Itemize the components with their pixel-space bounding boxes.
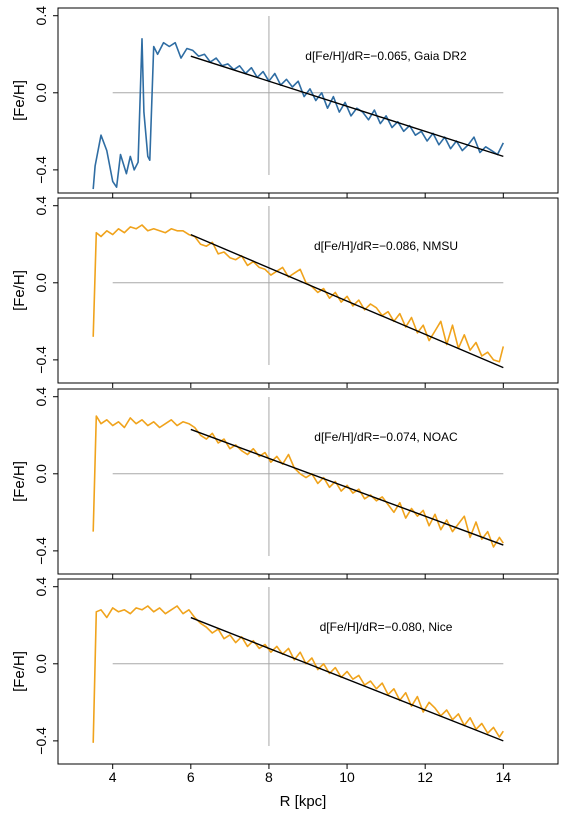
panels: −0.4 0.0 0.4 [Fe/H] d[Fe/H]/dR=−0.065, Gaia …: [11, 6, 559, 769]
gradient-annotation: d[Fe/H]/dR=−0.074, NOAC: [314, 430, 458, 444]
gradient-fit-line: [190, 428, 504, 546]
panel-4: −0.4 0.0 0.4 [Fe/H] d[Fe/H]/dR=−0.080, Nice: [11, 577, 559, 769]
y-tick-label: 0.4: [33, 387, 49, 407]
panel-frame: [57, 578, 559, 765]
panel-frame: [57, 7, 559, 194]
gradient-annotation: d[Fe/H]/dR=−0.065, Gaia DR2: [305, 49, 467, 63]
x-axis-label: R [kpc]: [280, 793, 327, 810]
gradient-annotation: d[Fe/H]/dR=−0.086, NMSU: [314, 239, 458, 253]
panel-2: −0.4 0.0 0.4 [Fe/H] d[Fe/H]/dR=−0.086, NMSU: [11, 196, 559, 388]
y-tick-label: 0.4: [33, 6, 49, 26]
y-tick-label: 0.0: [33, 273, 49, 293]
y-axis-label: [Fe/H]: [11, 651, 28, 692]
panel-frame: [57, 388, 559, 575]
x-axis: 4 6 8 10 12 14: [109, 769, 512, 785]
x-tick-label: 10: [339, 769, 355, 785]
y-axis-label: [Fe/H]: [11, 461, 28, 502]
y-tick-label: −0.4: [33, 727, 49, 755]
y-tick-label: 0.0: [33, 464, 49, 484]
gradient-annotation: d[Fe/H]/dR=−0.080, Nice: [320, 620, 453, 634]
metallicity-series-line: [92, 605, 504, 743]
y-tick-label: 0.4: [33, 196, 49, 216]
panel-frame: [57, 197, 559, 384]
metallicity-series-line: [92, 415, 504, 548]
x-tick-label: 4: [109, 769, 117, 785]
y-tick-label: −0.4: [33, 537, 49, 565]
panel-1: −0.4 0.0 0.4 [Fe/H] d[Fe/H]/dR=−0.065, Gaia …: [11, 6, 559, 198]
gradient-fit-line: [190, 233, 504, 369]
y-axis-label: [Fe/H]: [11, 270, 28, 311]
x-tick-label: 12: [417, 769, 433, 785]
gradient-fit-line: [190, 616, 504, 742]
x-tick-label: 14: [496, 769, 512, 785]
y-tick-label: −0.4: [33, 346, 49, 374]
metallicity-series-line: [92, 224, 505, 363]
y-tick-label: 0.0: [33, 654, 49, 674]
y-tick-label: −0.4: [33, 156, 49, 184]
panel-3: −0.4 0.0 0.4 [Fe/H] d[Fe/H]/dR=−0.074, NOAC: [11, 387, 559, 579]
x-tick-label: 6: [187, 769, 195, 785]
y-tick-label: 0.0: [33, 83, 49, 103]
metallicity-series-line: [92, 37, 505, 190]
y-axis-label: [Fe/H]: [11, 80, 28, 121]
x-tick-label: 8: [265, 769, 273, 785]
y-tick-label: 0.4: [33, 577, 49, 597]
gradient-fit-line: [190, 55, 504, 158]
